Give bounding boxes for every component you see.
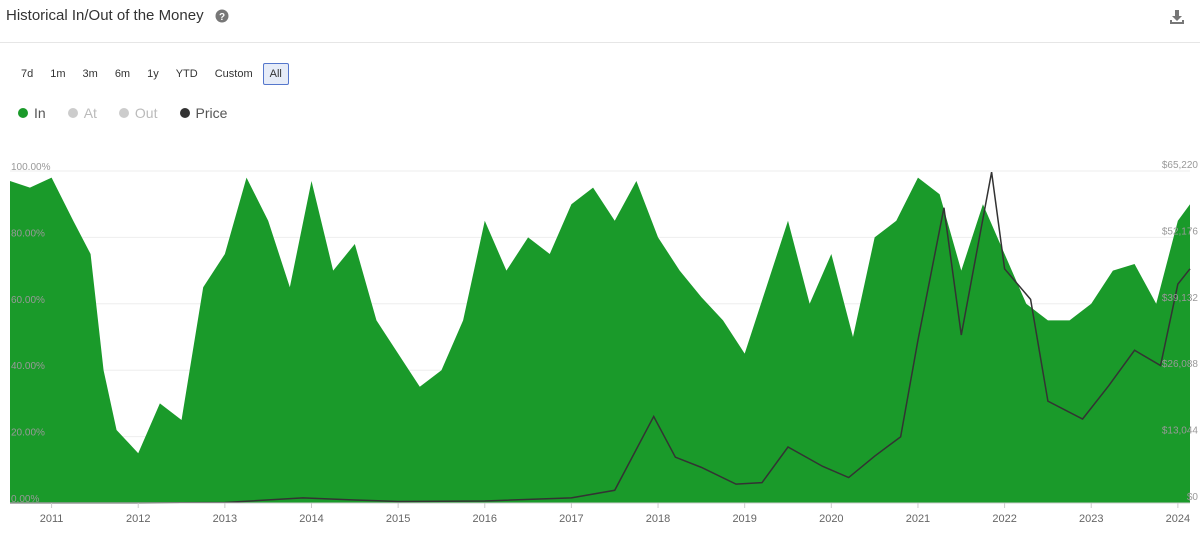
legend-swatch xyxy=(67,108,78,118)
x-tick-label: 2014 xyxy=(299,513,323,525)
legend-swatch xyxy=(118,108,129,118)
y-tick-label: 80.00% xyxy=(11,228,45,239)
range-button[interactable]: 7d xyxy=(21,68,34,80)
legend-swatch xyxy=(179,108,190,118)
range-toolbar: 7d 1m 3m 6m 1y YTD Custom All xyxy=(14,63,289,85)
in-area xyxy=(10,177,1190,503)
download-icon[interactable] xyxy=(1169,9,1185,25)
x-tick-label: 2012 xyxy=(126,513,150,525)
x-tick-label: 2024 xyxy=(1166,513,1190,525)
header: Historical In/Out of the Money ? xyxy=(0,0,1200,43)
y2-tick-label: $65,220 xyxy=(1162,160,1199,171)
legend-label: In xyxy=(34,105,46,121)
y2-tick-label: $39,132 xyxy=(1162,293,1199,304)
legend-item[interactable]: In xyxy=(18,105,46,121)
range-button[interactable]: 1y xyxy=(147,68,159,80)
legend-item[interactable]: Out xyxy=(118,105,158,121)
x-tick-label: 2020 xyxy=(819,513,843,525)
x-tick-label: 2021 xyxy=(906,513,930,525)
title: Historical In/Out of the Money xyxy=(6,7,204,24)
range-button[interactable]: 6m xyxy=(114,68,131,80)
x-tick-label: 2017 xyxy=(559,513,583,525)
legend-label: Out xyxy=(134,105,158,121)
svg-text:?: ? xyxy=(219,12,225,23)
range-button[interactable]: 3m xyxy=(82,68,98,80)
x-tick-label: 2023 xyxy=(1079,513,1103,525)
y-tick-label: 0.00% xyxy=(11,494,39,505)
x-tick-label: 2018 xyxy=(646,513,670,525)
legend-item[interactable]: Price xyxy=(179,105,228,121)
range-button[interactable]: 1m xyxy=(50,68,66,80)
y2-tick-label: $0 xyxy=(1187,492,1199,503)
price-line xyxy=(9,171,1191,504)
x-tick-label: 2016 xyxy=(473,513,497,525)
y-tick-label: 20.00% xyxy=(11,428,45,439)
legend-swatch xyxy=(18,108,28,118)
x-tick-label: 2019 xyxy=(732,513,756,525)
help-icon[interactable]: ? xyxy=(215,9,229,23)
y2-tick-label: $52,176 xyxy=(1162,226,1199,237)
x-tick-label: 2011 xyxy=(40,513,64,525)
range-button[interactable]: All xyxy=(262,63,289,85)
range-button[interactable]: YTD xyxy=(175,68,198,80)
legend-label: At xyxy=(83,105,97,121)
x-tick-label: 2022 xyxy=(992,513,1016,525)
y-tick-label: 40.00% xyxy=(11,361,45,372)
y2-tick-label: $26,088 xyxy=(1162,359,1199,370)
legend-label: Price xyxy=(195,105,228,121)
legend: In At Out Price xyxy=(18,105,227,121)
y-tick-label: 60.00% xyxy=(11,295,45,306)
range-button[interactable]: Custom xyxy=(214,68,253,80)
y-tick-label: 100.00% xyxy=(11,162,51,173)
x-tick-label: 2013 xyxy=(213,513,237,525)
x-tick-label: 2015 xyxy=(386,513,410,525)
legend-item[interactable]: At xyxy=(67,105,97,121)
y2-tick-label: $13,044 xyxy=(1162,426,1199,437)
